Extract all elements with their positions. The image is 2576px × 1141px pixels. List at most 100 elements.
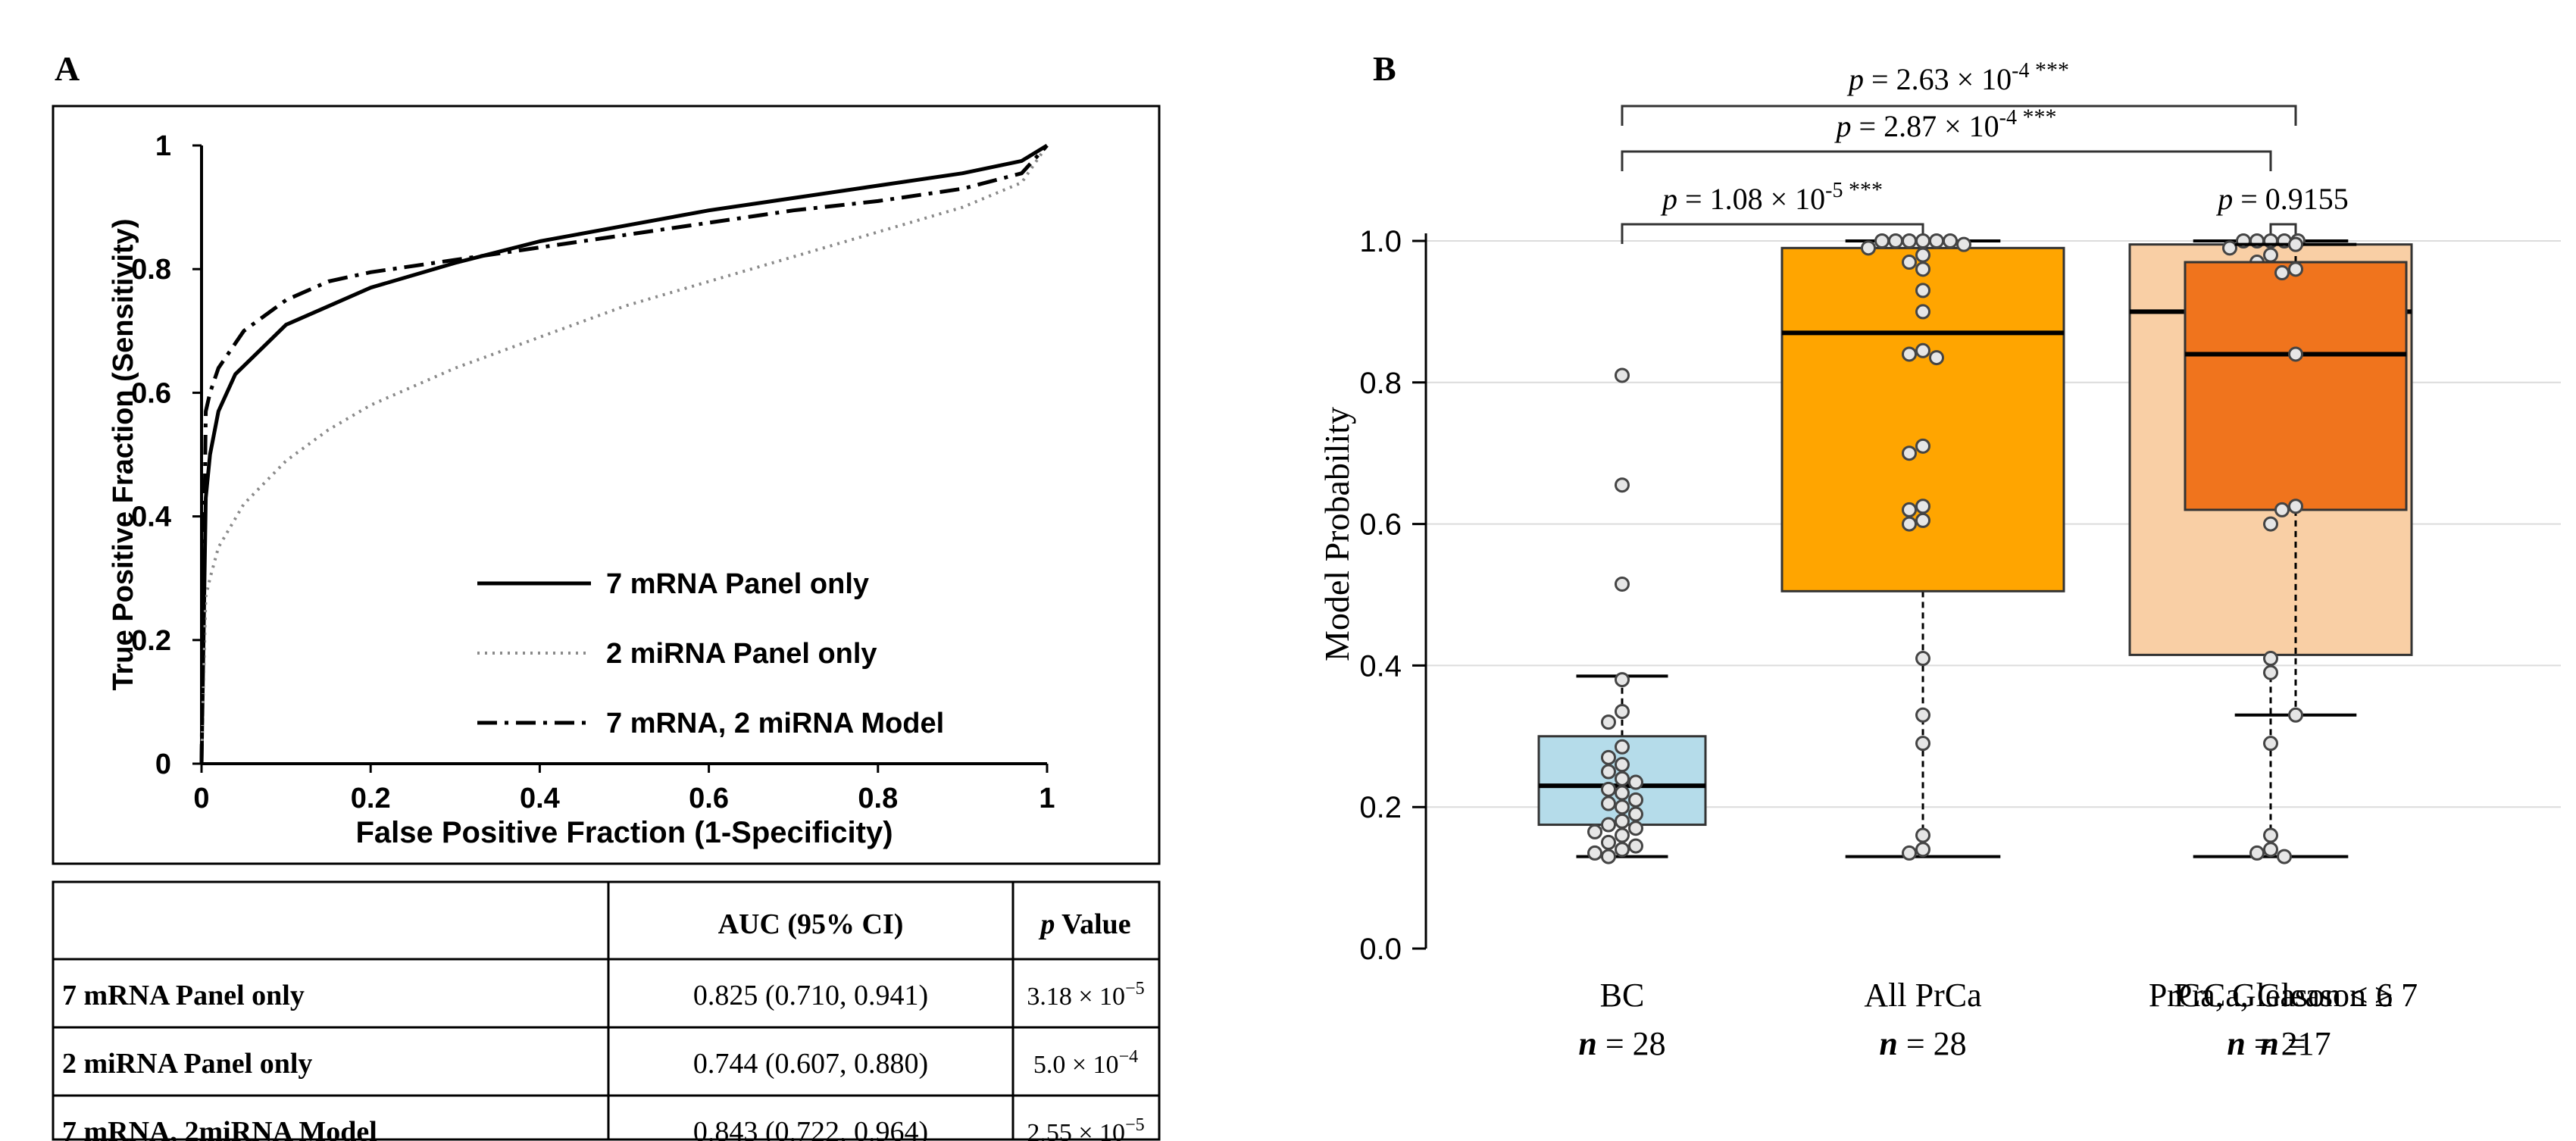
box-data-point (1915, 707, 1930, 723)
box-data-point (1902, 346, 1917, 362)
box-data-point (1587, 824, 1602, 839)
box-data-point (1888, 233, 1903, 249)
box-data-point (1615, 576, 1630, 592)
comparison-p-value: p = 2.87 × 10-4 *** (1834, 105, 2057, 143)
box-x-label: PrCa, Gleason ≤ 6 (2149, 977, 2393, 1014)
panel-a: A 0 0.2 0.4 0.6 0.8 1 0 0.2 0.4 0.6 0.8 1 False Pos… (52, 49, 1161, 1141)
box-group-0 (1537, 367, 1707, 864)
p-value-base: = 0.9155 (2233, 182, 2349, 216)
box-data-point (2288, 707, 2303, 723)
box-data-point (1861, 240, 1876, 256)
roc-x-tick-label: 0 (193, 783, 209, 814)
comparison-bracket-0: p = 1.08 × 10-5 *** (1621, 177, 1924, 244)
roc-y-tick-label: 0 (155, 749, 171, 780)
box-data-point (1943, 233, 1958, 249)
p-value-exponent: -4 (1999, 106, 2017, 130)
roc-x-tick-label: 0.2 (351, 783, 391, 814)
box-data-point (1902, 233, 1917, 249)
box-data-point (1915, 512, 1930, 528)
auc-table-header-p: p Value (1038, 908, 1130, 940)
box-data-point (1615, 739, 1630, 755)
box-data-point (1615, 842, 1630, 858)
box-y-tick-label: 0.2 (1359, 791, 1402, 824)
box-n-label: n = 28 (1578, 1025, 1665, 1062)
roc-x-tick-label: 1 (1039, 783, 1055, 814)
box-data-point (1915, 651, 1930, 667)
box-data-point (1915, 247, 1930, 263)
box-data-point (1601, 849, 1616, 864)
significance-stars: *** (1843, 177, 1883, 202)
legend-label: 7 mRNA, 2 miRNA Model (606, 708, 944, 739)
box-data-point (1615, 757, 1630, 773)
box-data-point (1628, 838, 1643, 854)
box-data-point (1587, 845, 1602, 861)
box-data-point (1915, 842, 1930, 858)
box-x-label: All PrCa (1864, 977, 1981, 1014)
bracket-line (1621, 150, 2272, 171)
box-data-point (1601, 714, 1616, 730)
roc-curve-solid (199, 143, 1049, 764)
auc-table-p-value: 5.0 × 10−4 (1033, 1047, 1138, 1079)
box-data-point (1915, 736, 1930, 752)
roc-curve-dotted (200, 144, 1049, 764)
p-symbol: p (1038, 908, 1055, 940)
p-value-base: = 2.63 × 10 (1864, 62, 2012, 96)
p-value-exponent: −5 (1125, 979, 1145, 999)
box-data-point (2288, 236, 2303, 252)
box-data-point (1601, 796, 1616, 811)
roc-x-label: False Positive Fraction (1-Specificity) (355, 816, 893, 849)
auc-table-row-label: 7 mRNA Panel only (62, 980, 305, 1011)
box-data-point (1615, 477, 1630, 493)
roc-curve-dashdot (199, 144, 1049, 764)
box-data-point (1929, 233, 1944, 249)
box-data-point (2222, 240, 2237, 256)
box-data-point (2263, 664, 2278, 680)
comparison-bracket-3: p = 0.9155 (2215, 182, 2349, 244)
box-data-point (2274, 502, 2290, 517)
box-data-point (1915, 499, 1930, 514)
box-data-point (1915, 438, 1930, 454)
significance-stars: *** (2017, 105, 2057, 130)
box-n-label: n = 28 (1879, 1025, 1966, 1062)
comparison-p-value: p = 2.63 × 10-4 *** (1846, 58, 2069, 96)
significance-stars: *** (2029, 58, 2069, 83)
box-y-label: Model Probability (1318, 407, 1356, 661)
p-symbol: p (1834, 109, 1852, 143)
p-value-base: 2.55 × 10 (1027, 1119, 1125, 1141)
n-value: = 21 (2246, 1025, 2315, 1062)
box-data-point (1615, 704, 1630, 720)
n-symbol: n (1879, 1025, 1897, 1062)
box-y-tick-label: 0.8 (1359, 367, 1402, 400)
p-value-base: = 1.08 × 10 (1677, 182, 1825, 216)
legend-label: 7 mRNA Panel only (606, 568, 869, 600)
auc-table-auc-value: 0.825 (0.710, 0.941) (693, 980, 928, 1011)
box-data-point (1956, 236, 1971, 252)
box-x-label: PrCa, Gleason ≥ 7 (2174, 977, 2418, 1014)
auc-table-p-value: 2.55 × 10−5 (1027, 1115, 1144, 1141)
box-data-point (1628, 821, 1643, 836)
box-iqr (1780, 246, 2065, 592)
panel-b: B Model Probability 0.0 0.2 0.4 0.6 0.8 1.0 p… (1318, 49, 2561, 1062)
p-value-base: 3.18 × 10 (1027, 983, 1125, 1011)
auc-table-row-label: 2 miRNA Panel only (62, 1048, 312, 1080)
box-data-point (1615, 827, 1630, 843)
box-data-point (1615, 771, 1630, 786)
n-value: = 28 (1898, 1025, 1967, 1062)
box-data-point (2263, 736, 2278, 752)
auc-table-header-auc: AUC (95% CI) (718, 908, 904, 940)
comparison-p-value: p = 0.9155 (2215, 182, 2349, 216)
box-y-tick-label: 1.0 (1359, 225, 1402, 258)
roc-y-tick-label: 0.6 (131, 377, 171, 409)
roc-x-tick-label: 0.6 (689, 783, 729, 814)
box-data-point (1929, 350, 1944, 366)
box-data-point (2274, 265, 2290, 281)
box-group-1 (1780, 233, 2065, 861)
box-data-point (2263, 651, 2278, 667)
box-data-point (1902, 502, 1917, 517)
box-data-point (1915, 342, 1930, 358)
roc-y-tick-label: 1 (155, 130, 171, 162)
box-y-tick-label: 0.4 (1359, 649, 1402, 683)
auc-table: AUC (95% CI) p Value 7 mRNA Panel only 0.82… (52, 880, 1161, 1141)
panel-b-label: B (1373, 49, 1396, 88)
